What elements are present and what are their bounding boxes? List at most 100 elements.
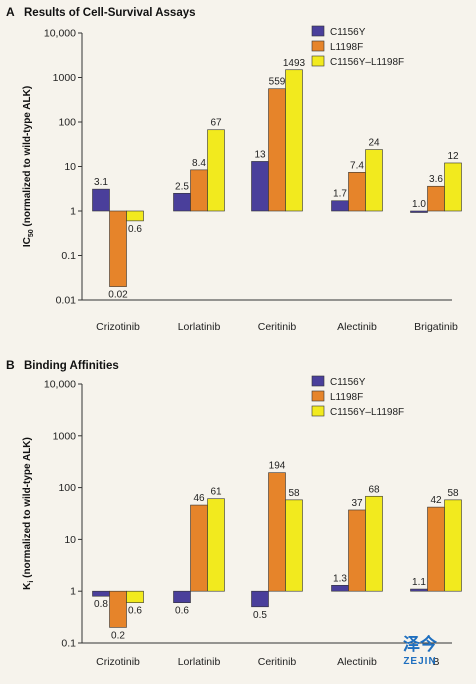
data-label-alectinib-c1156y-l1198f: 24	[368, 138, 380, 149]
bar-crizotinib-c1156y-l1198f	[126, 590, 144, 603]
legend-label-c1156y-l1198f: C1156Y–L1198F	[330, 407, 404, 418]
legend-label-c1156y: C1156Y	[330, 377, 366, 388]
data-label-b-c1156y: 1.1	[412, 577, 426, 588]
legend-label-c1156y-l1198f: C1156Y–L1198F	[330, 57, 404, 68]
bar-ceritinib-c1156y	[251, 161, 269, 212]
x-tick-label-crizotinib: Crizotinib	[96, 321, 140, 333]
x-tick-label-ceritinib: Ceritinib	[258, 656, 297, 668]
data-label-ceritinib-l1198f: 559	[269, 77, 286, 88]
logo-latin-text: ZEJIN	[403, 656, 436, 667]
bar-alectinib-c1156y	[331, 584, 349, 592]
bar-ceritinib-l1198f	[268, 88, 286, 212]
bar-crizotinib-l1198f	[109, 210, 127, 287]
x-tick-label-b: B	[432, 656, 439, 668]
bar-lorlatinib-l1198f	[190, 169, 208, 212]
y-axis-label: Ki (normalized to wild-type ALK)	[22, 437, 35, 590]
y-tick-label: 10	[64, 161, 76, 173]
y-tick-label: 10	[64, 534, 76, 546]
x-tick-label-alectinib: Alectinib	[337, 321, 377, 333]
x-tick-label-brigatinib: Brigatinib	[414, 321, 458, 333]
data-label-brigatinib-c1156y: 1.0	[412, 199, 426, 210]
bar-lorlatinib-c1156y-l1198f	[207, 498, 225, 592]
y-tick-label: 0.1	[61, 250, 76, 262]
data-label-ceritinib-l1198f: 194	[269, 461, 286, 472]
panel-a: A Results of Cell-Survival Assays IC50 (no…	[6, 5, 462, 333]
bar-b-l1198f	[427, 506, 445, 592]
chart-title: Results of Cell-Survival Assays	[24, 7, 196, 19]
bar-b-c1156y	[410, 588, 428, 592]
data-label-crizotinib-c1156y-l1198f: 0.6	[128, 224, 142, 235]
bar-b-c1156y-l1198f	[444, 499, 462, 592]
bar-brigatinib-c1156y	[410, 210, 428, 213]
logo-chinese-text: 泽今	[403, 634, 437, 654]
bar-crizotinib-l1198f	[109, 590, 127, 628]
legend-swatch-c1156y	[311, 375, 325, 387]
data-label-brigatinib-l1198f: 3.6	[429, 174, 443, 185]
x-tick-label-ceritinib: Ceritinib	[258, 321, 297, 333]
bar-crizotinib-c1156y	[92, 188, 110, 212]
bar-ceritinib-c1156y-l1198f	[285, 69, 303, 212]
y-axis-label-main: IC	[22, 237, 33, 247]
bar-ceritinib-l1198f	[268, 472, 286, 592]
data-label-alectinib-c1156y-l1198f: 68	[368, 484, 380, 495]
y-tick-label: 0.1	[61, 638, 76, 650]
bar-lorlatinib-c1156y	[173, 192, 191, 212]
y-axis-label-rest: (normalized to wild-type ALK)	[22, 437, 33, 581]
x-tick-label-lorlatinib: Lorlatinib	[178, 656, 221, 668]
data-label-alectinib-c1156y: 1.3	[333, 573, 347, 584]
data-label-lorlatinib-c1156y-l1198f: 61	[210, 487, 222, 498]
data-label-ceritinib-c1156y-l1198f: 58	[288, 488, 300, 499]
data-label-ceritinib-c1156y: 0.5	[253, 610, 267, 621]
legend-swatch-l1198f	[311, 390, 325, 402]
x-tick-label-lorlatinib: Lorlatinib	[178, 321, 221, 333]
data-label-brigatinib-c1156y-l1198f: 12	[447, 151, 459, 162]
bar-ceritinib-c1156y	[251, 590, 269, 608]
data-label-ceritinib-c1156y: 13	[254, 149, 266, 160]
data-label-crizotinib-l1198f: 0.2	[111, 630, 125, 641]
y-axis-label: IC50 (normalized to wild-type ALK)	[22, 86, 35, 247]
y-tick-label: 1000	[53, 72, 77, 84]
bar-lorlatinib-c1156y-l1198f	[207, 129, 225, 212]
bar-ceritinib-c1156y-l1198f	[285, 499, 303, 592]
x-tick-label-crizotinib: Crizotinib	[96, 656, 140, 668]
legend-swatch-c1156y-l1198f	[311, 55, 325, 67]
bar-alectinib-c1156y-l1198f	[365, 149, 383, 212]
data-label-lorlatinib-c1156y: 0.6	[175, 606, 189, 617]
bar-crizotinib-c1156y-l1198f	[126, 210, 144, 222]
data-label-alectinib-l1198f: 7.4	[350, 160, 364, 171]
bar-alectinib-l1198f	[348, 509, 366, 592]
y-axis-label-main: K	[22, 582, 33, 590]
y-axis-label-rest: (normalized to wild-type ALK)	[22, 86, 33, 230]
y-tick-label: 10,000	[44, 379, 76, 391]
logo: 泽今 ZEJIN	[403, 634, 437, 667]
data-label-alectinib-l1198f: 37	[351, 498, 363, 509]
bar-lorlatinib-c1156y	[173, 590, 191, 603]
legend-label-l1198f: L1198F	[330, 42, 363, 53]
data-label-alectinib-c1156y: 1.7	[333, 189, 347, 200]
bar-brigatinib-c1156y-l1198f	[444, 162, 462, 212]
y-axis-label-sub: i	[28, 581, 35, 583]
data-label-b-c1156y-l1198f: 58	[447, 488, 459, 499]
x-tick-label-alectinib: Alectinib	[337, 656, 377, 668]
y-tick-label: 10,000	[44, 28, 76, 40]
data-label-crizotinib-l1198f: 0.02	[108, 290, 128, 301]
y-tick-label: 1000	[53, 430, 77, 442]
bar-alectinib-l1198f	[348, 172, 366, 212]
bar-alectinib-c1156y-l1198f	[365, 495, 383, 592]
data-label-b-l1198f: 42	[430, 495, 442, 506]
y-axis-label-sub: 50	[28, 229, 35, 237]
data-label-lorlatinib-c1156y-l1198f: 67	[210, 118, 222, 129]
y-tick-label: 100	[58, 482, 76, 494]
y-tick-label: 1	[70, 206, 76, 218]
legend-swatch-c1156y	[311, 25, 325, 37]
data-label-crizotinib-c1156y-l1198f: 0.6	[128, 606, 142, 617]
panel-b: B Binding Affinities Ki (normalized to wil…	[6, 358, 462, 668]
bar-lorlatinib-l1198f	[190, 504, 208, 592]
bar-crizotinib-c1156y	[92, 590, 110, 597]
bar-alectinib-c1156y	[331, 200, 349, 212]
y-tick-label: 100	[58, 117, 76, 129]
y-tick-label: 0.01	[56, 295, 77, 307]
data-label-lorlatinib-l1198f: 8.4	[192, 158, 206, 169]
